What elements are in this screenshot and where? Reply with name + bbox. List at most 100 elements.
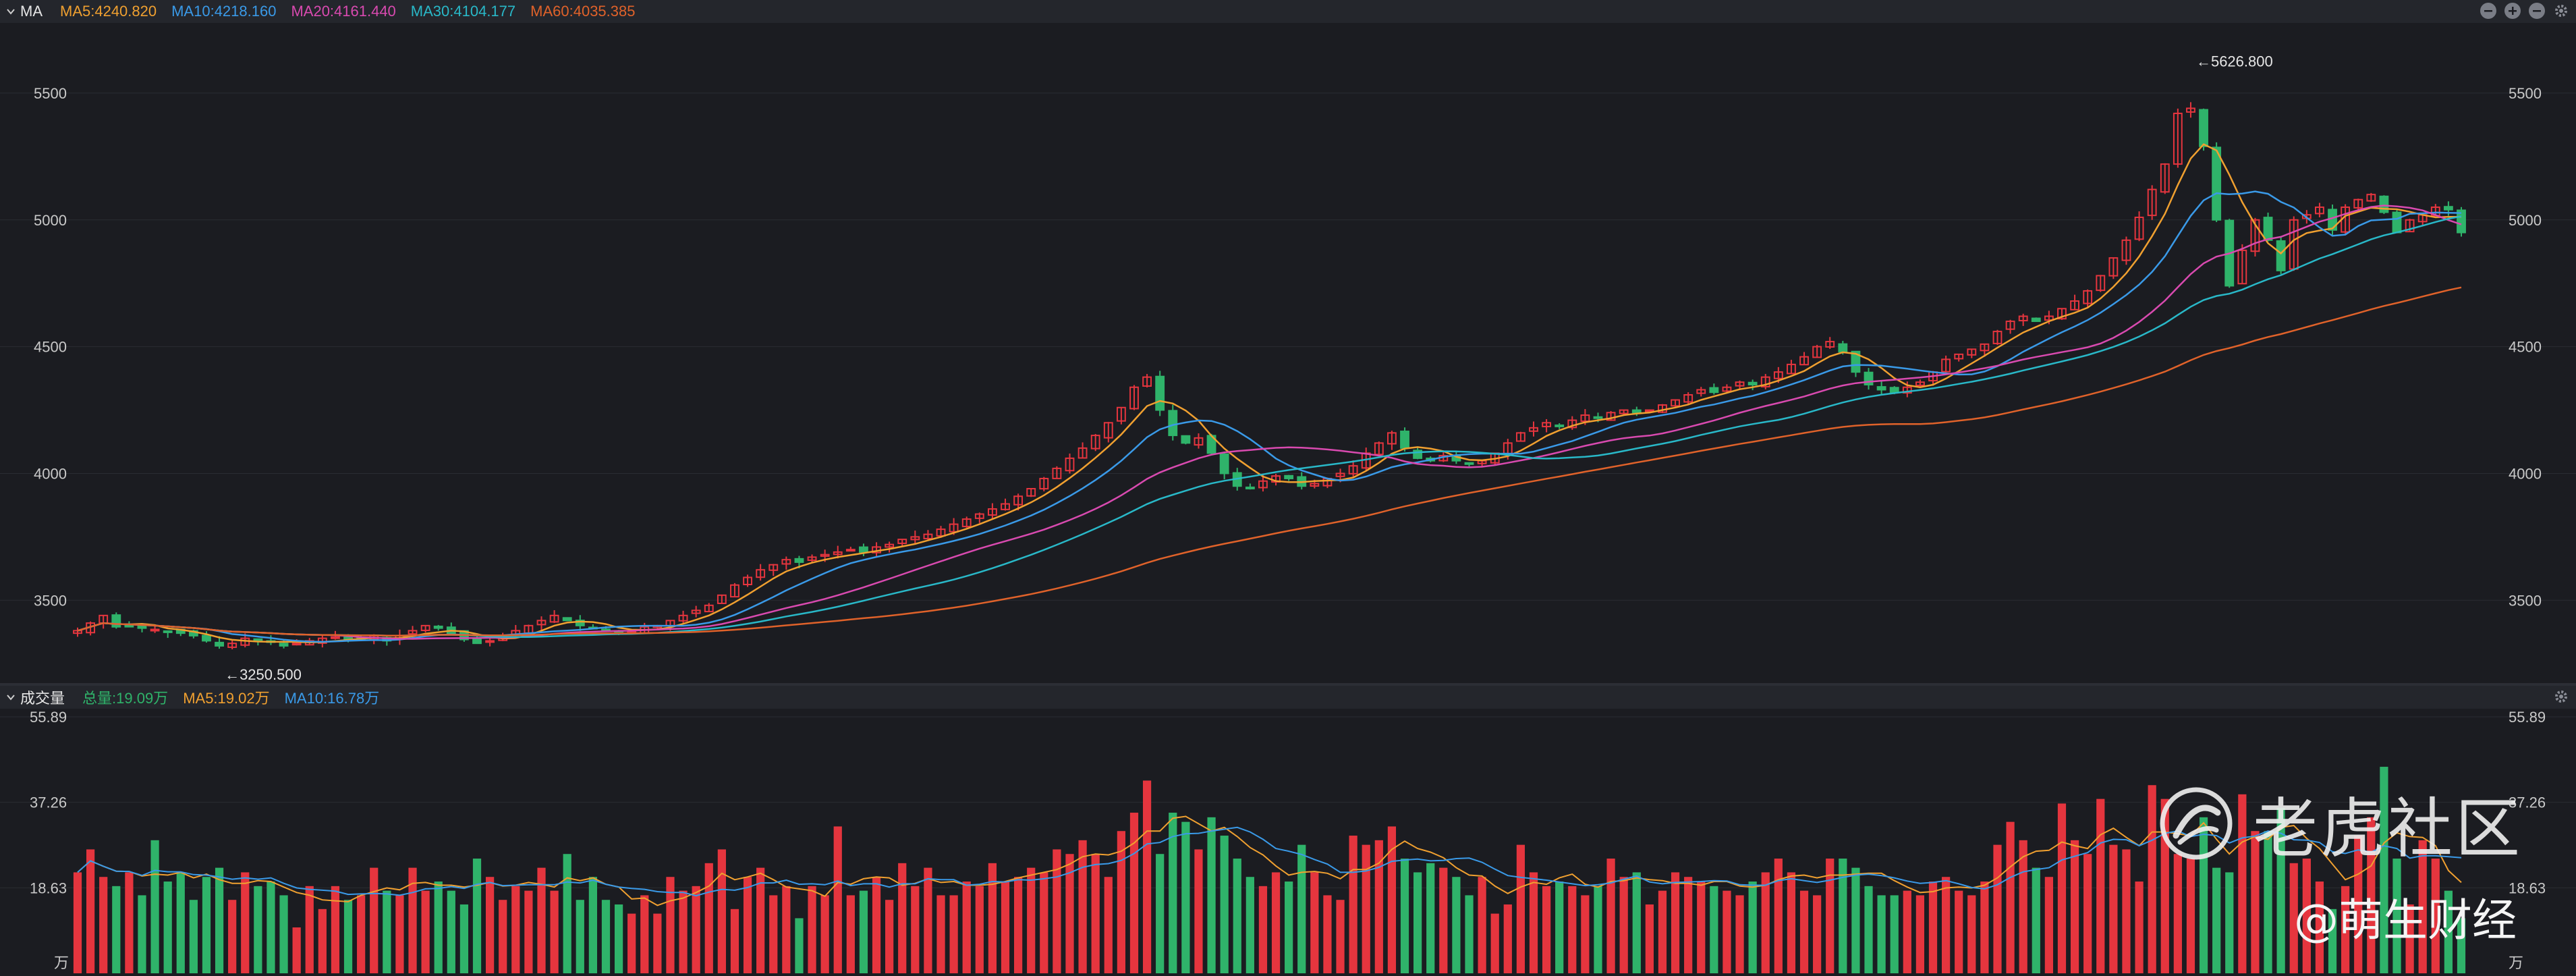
volume-bar <box>988 863 997 973</box>
volume-bar <box>2264 831 2272 973</box>
volume-bar <box>949 895 958 973</box>
candle-body <box>756 569 766 578</box>
zoom-out-icon[interactable] <box>2529 3 2545 19</box>
volume-bar <box>1027 867 1036 973</box>
candle-body <box>974 513 984 519</box>
ma-line-ma20 <box>77 205 2462 640</box>
candle-body <box>1876 386 1886 391</box>
volume-bar <box>1001 882 1010 973</box>
y-tick-label-right: 5000 <box>2509 212 2542 229</box>
candle-body <box>536 620 547 626</box>
volume-bar <box>459 904 469 973</box>
candle-body <box>1644 409 1654 412</box>
volume-bar <box>2225 872 2234 973</box>
candle-body <box>2392 211 2402 234</box>
volume-bar <box>370 867 379 973</box>
volume-bar-chart[interactable]: 18.63 18.63 37.26 37.26 55.89 55.89 万 万 <box>0 709 2576 976</box>
volume-bar <box>924 867 932 973</box>
price-candlestick-chart[interactable]: 3500 3500 4000 4000 4500 4500 5000 5000 5500 5500… <box>0 23 2576 683</box>
volume-bar <box>769 895 778 973</box>
candle-body <box>1606 412 1616 421</box>
volume-bar <box>1503 904 1512 973</box>
zoom-in-icon[interactable] <box>2504 3 2521 19</box>
candle-body <box>331 636 340 639</box>
volume-bar <box>421 890 430 973</box>
volume-bar <box>2109 844 2118 973</box>
candle-body <box>885 543 895 548</box>
candle-body <box>1400 430 1409 449</box>
candle-body <box>408 630 418 635</box>
volume-bar <box>846 895 855 973</box>
volume-bar <box>666 877 675 973</box>
y-tick-label-right: 3500 <box>2509 592 2542 609</box>
volume-bar <box>1542 886 1551 973</box>
candle-body <box>1013 495 1024 506</box>
ma-line-ma30 <box>77 215 2462 639</box>
volume-bar <box>1864 886 1873 973</box>
volume-bar <box>1903 890 1911 973</box>
volume-bar <box>1941 877 1951 973</box>
price-panel-title: MA <box>20 3 43 20</box>
volume-bar <box>241 872 250 973</box>
volume-bar <box>1697 882 1706 973</box>
candle-body <box>575 620 585 626</box>
candle-body <box>833 551 843 555</box>
candle-body <box>1555 424 1565 427</box>
y-tick-label-right: 55.89 <box>2509 709 2546 726</box>
volume-bar <box>1478 877 1486 973</box>
candle-body <box>923 533 933 539</box>
candle-body <box>820 553 830 557</box>
minimize-panel-icon[interactable] <box>2480 3 2496 19</box>
watermark-handle: @萌生财经 <box>2294 894 2517 946</box>
volume-bar <box>550 890 559 973</box>
volume-bar <box>1529 872 1538 973</box>
candle-body <box>2160 163 2170 193</box>
volume-ma-line-ma10 <box>77 826 2462 897</box>
chevron-down-icon[interactable] <box>7 7 15 16</box>
candle-body <box>1915 381 1925 386</box>
panel-divider[interactable] <box>0 683 2576 686</box>
candle-body <box>1683 394 1693 403</box>
volume-bar <box>279 895 288 973</box>
unit-label-right: 万 <box>2509 954 2523 971</box>
y-tick-label-left: 5500 <box>34 85 67 102</box>
volume-bar <box>2083 854 2092 973</box>
volume-bar <box>1490 913 1499 973</box>
candle-body <box>794 558 804 563</box>
y-tick-label-right: 4500 <box>2509 339 2542 356</box>
volume-bar <box>640 895 649 973</box>
volume-bar <box>1323 895 1332 973</box>
volume-panel-title: 成交量 <box>20 690 65 707</box>
candle-body <box>1374 442 1384 456</box>
volume-bar <box>2418 840 2427 973</box>
volume-bar <box>1156 854 1165 973</box>
volume-bar <box>1413 872 1422 973</box>
candle-body <box>1709 387 1719 394</box>
candle-body <box>768 564 779 571</box>
candle-body <box>1387 432 1397 445</box>
candle-body <box>1580 414 1590 423</box>
volume-bar <box>447 890 455 973</box>
volume-bar <box>112 886 121 973</box>
volume-bar <box>1117 831 1125 973</box>
volume-bar <box>1104 877 1113 973</box>
volume-bar <box>1955 890 1963 973</box>
candle-body <box>2212 146 2222 221</box>
chevron-down-icon[interactable] <box>7 693 15 701</box>
volume-bar <box>1826 859 1835 973</box>
candle-body <box>1722 386 1732 392</box>
volume-bar <box>2173 854 2182 973</box>
volume-bar <box>176 872 185 973</box>
volume-bar <box>1040 872 1048 973</box>
volume-bar <box>1013 877 1023 973</box>
candle-body <box>2083 290 2093 304</box>
total-volume-indicator: 总量:19.09万 <box>82 690 169 707</box>
candle-body <box>562 617 572 622</box>
gear-icon[interactable] <box>2553 3 2569 19</box>
volume-bar <box>1297 844 1306 973</box>
candle-body <box>2173 112 2183 165</box>
gear-icon[interactable] <box>2553 688 2569 705</box>
y-tick-label-right: 37.26 <box>2509 794 2546 811</box>
candle-body <box>433 625 443 629</box>
volume-bar <box>1142 780 1152 973</box>
